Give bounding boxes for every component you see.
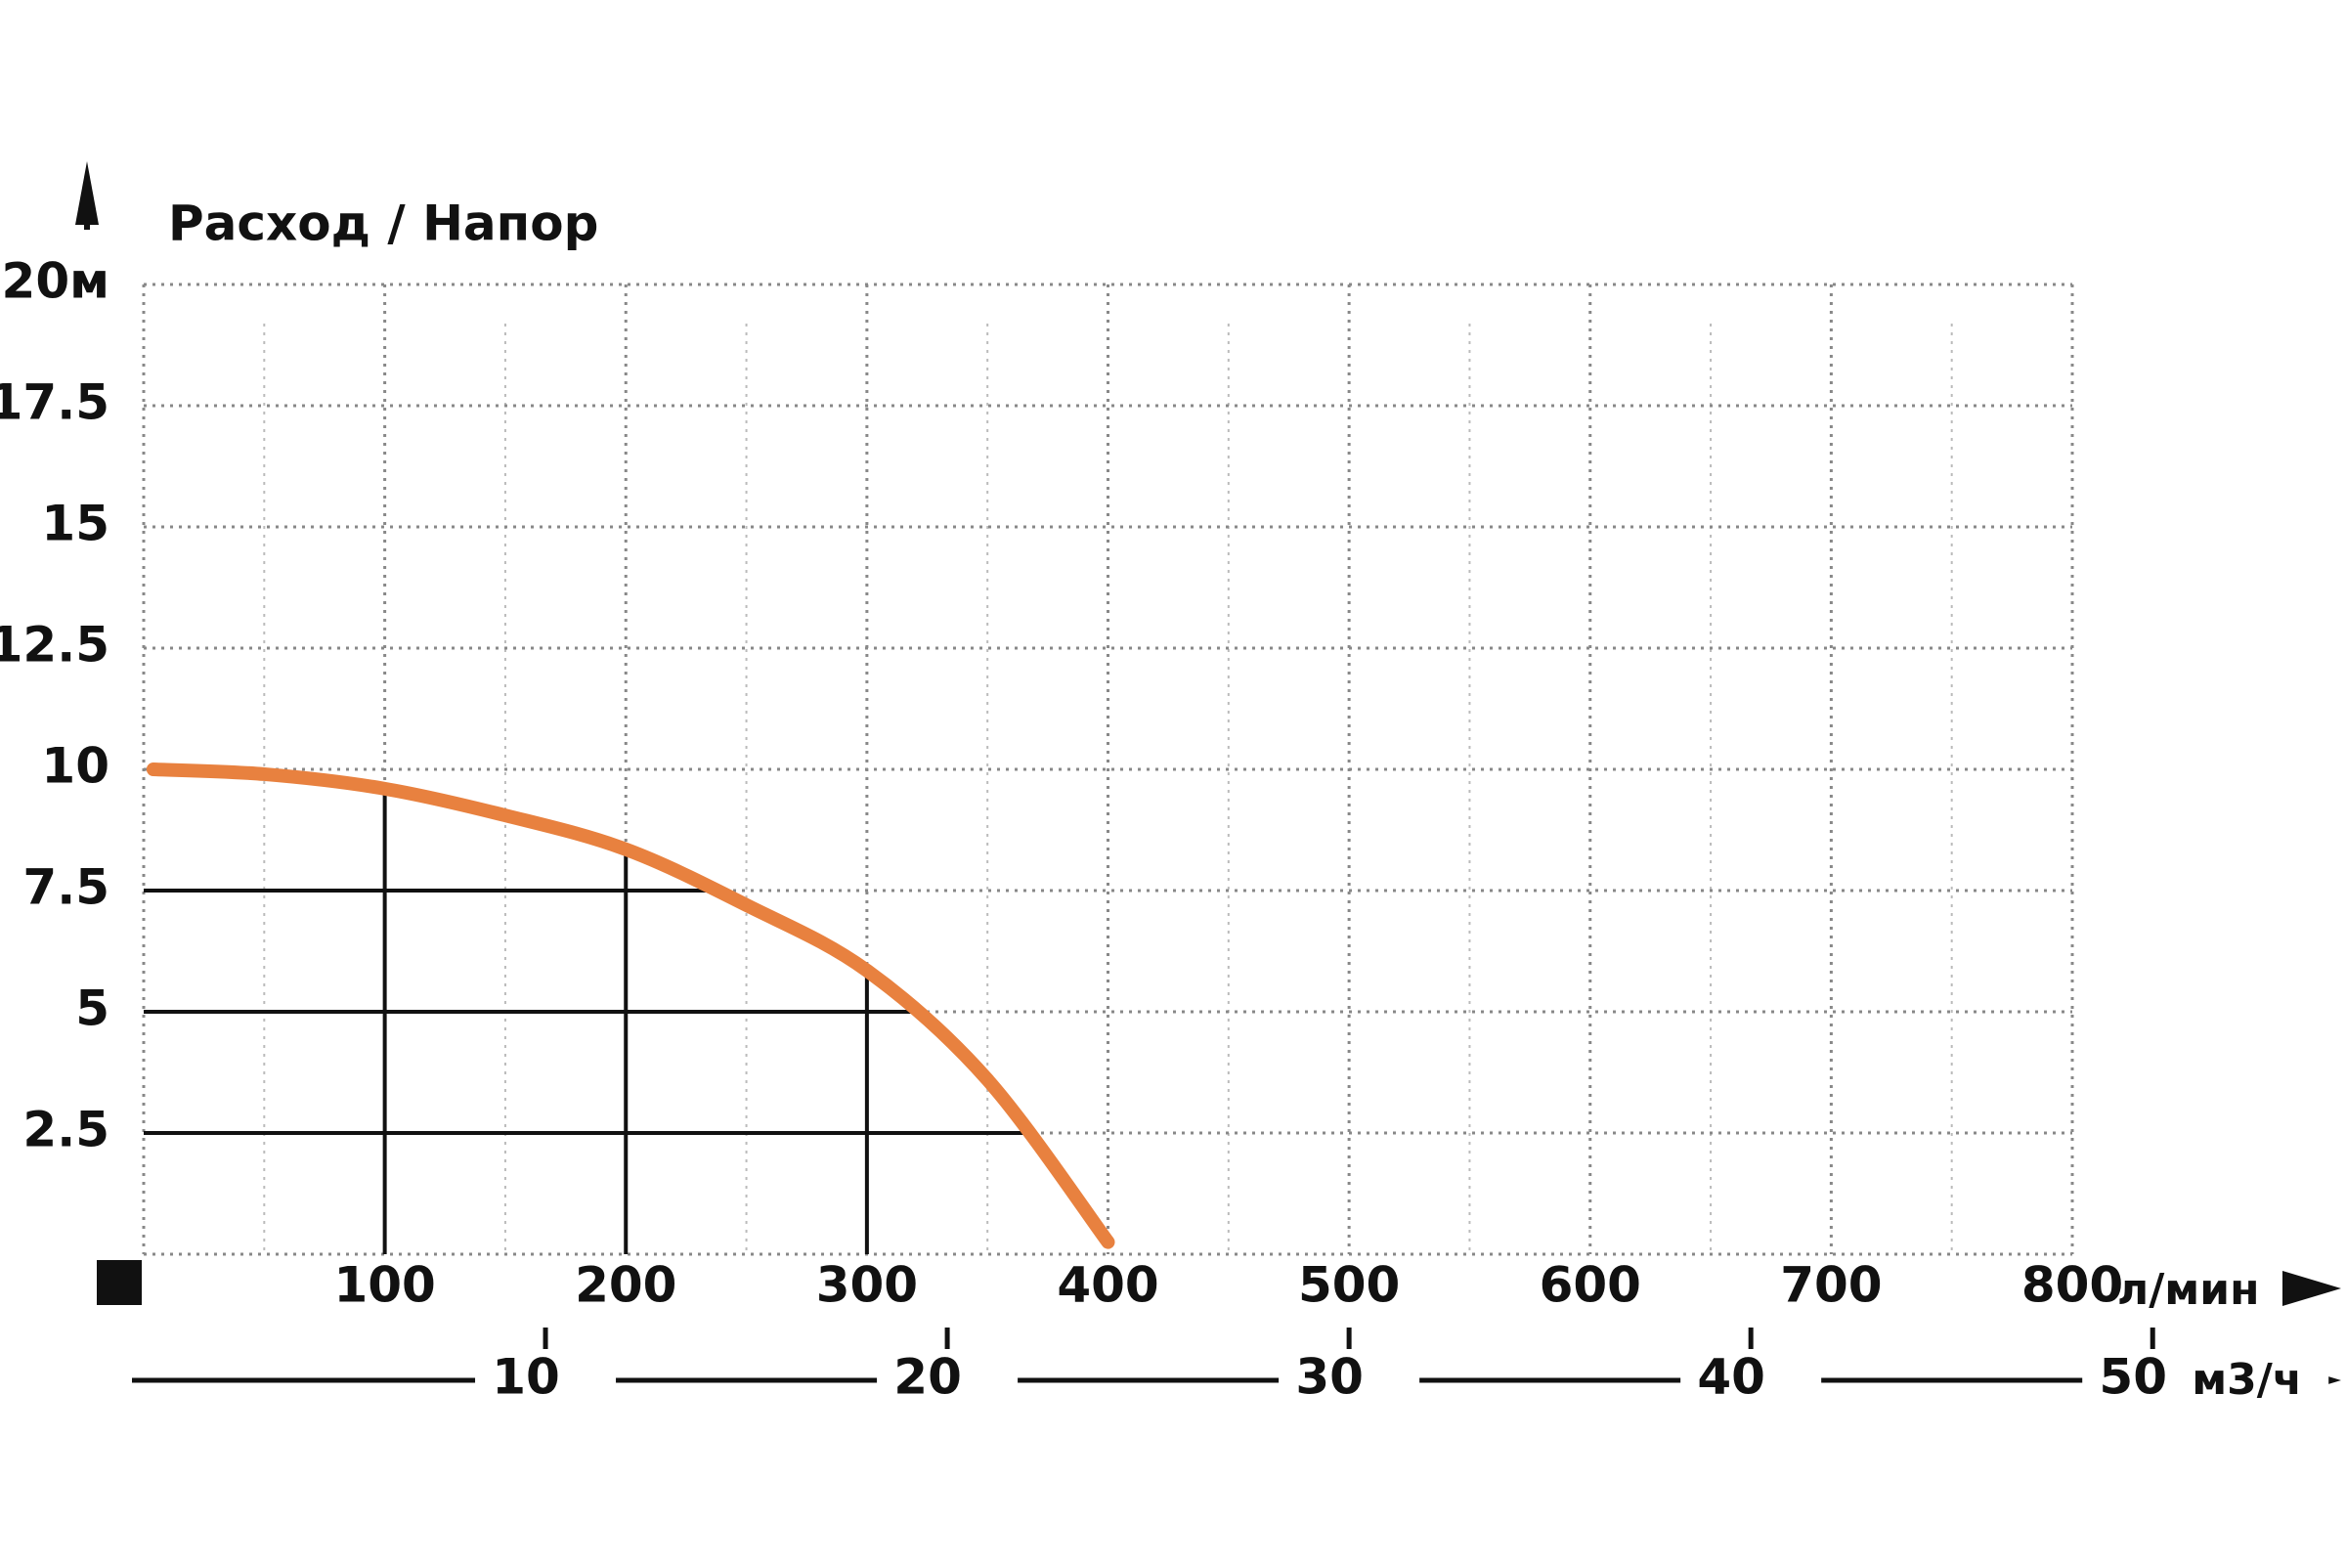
x-tick-label: 800 [2021,1257,2123,1314]
y-tick-label: 10 [41,738,109,795]
x-tick-label: 600 [1540,1257,1641,1314]
y-tick-label: 17.5 [0,374,109,431]
y-axis-arrow [75,161,99,225]
x-tick-label: 500 [1298,1257,1400,1314]
x2-tick-label: 40 [1697,1349,1765,1406]
x2-axis-label: м3/ч [2192,1355,2302,1405]
x-tick-label: 100 [333,1257,435,1314]
y-tick-label: 12.5 [0,617,109,674]
x2-tick-label: 20 [893,1349,962,1406]
x2-label-bg [877,1354,1019,1409]
x2-tick-label: 10 [492,1349,560,1406]
x2-label-bg [2182,1354,2329,1409]
x-axis-label: л/мин [2117,1265,2260,1315]
x2-label-bg [1279,1354,1420,1409]
y-tick-label: 5 [75,980,109,1037]
x-tick-label: 700 [1780,1257,1882,1314]
x2-label-bg [1680,1354,1822,1409]
y-tick-label: 7.5 [22,859,109,916]
pump-curve [146,762,1115,1249]
chart-title: Расход / Напор [168,196,598,252]
y-tick-label: 2.5 [22,1102,109,1158]
x-tick-label: 400 [1057,1257,1158,1314]
origin-marker [97,1260,142,1305]
x-tick-label: 200 [575,1257,676,1314]
y-tick-label: 15 [41,496,109,552]
x2-tick-label: 50 [2099,1349,2167,1406]
x-tick-label: 300 [816,1257,918,1314]
x2-label-bg [475,1354,617,1409]
x-axis-arrow [2282,1271,2341,1306]
x2-tick-label: 30 [1295,1349,1364,1406]
grid [142,283,2074,1256]
y-tick-label: 20м [2,253,109,310]
